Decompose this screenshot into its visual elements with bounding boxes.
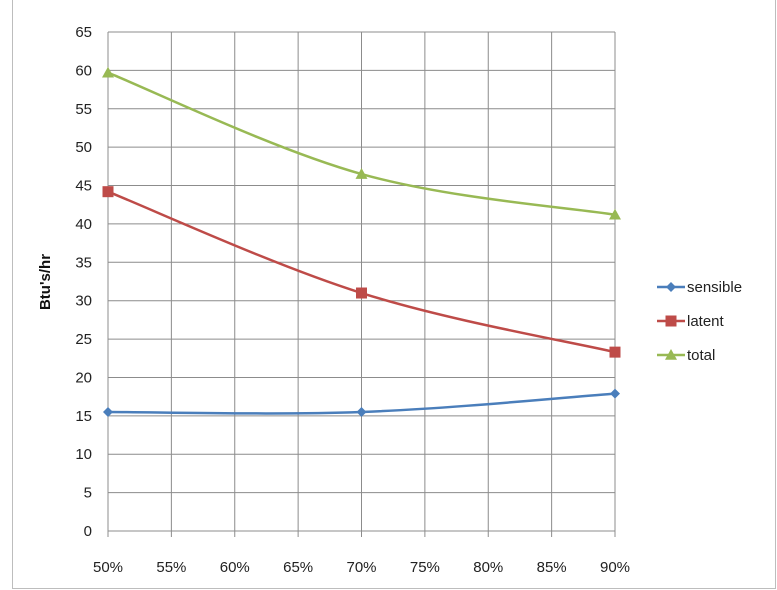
- data-point-diamond: [103, 407, 113, 418]
- y-tick-label: 65: [75, 24, 92, 41]
- y-tick-label: 15: [75, 408, 92, 425]
- x-tick-label: 50%: [93, 559, 123, 576]
- data-point-square: [665, 315, 677, 327]
- legend-item-latent: latent: [657, 313, 725, 330]
- x-tick-label: 70%: [346, 559, 376, 576]
- data-point-diamond: [610, 388, 620, 399]
- grid: [107, 31, 616, 537]
- data-point-square: [609, 346, 621, 358]
- x-tick-label: 90%: [600, 559, 630, 576]
- y-tick-label: 55: [75, 101, 92, 118]
- legend-item-sensible: sensible: [657, 279, 742, 296]
- y-tick-label: 50: [75, 139, 92, 156]
- legend-item-total: total: [657, 347, 715, 364]
- series-layer: [102, 66, 621, 418]
- series-total: [102, 66, 621, 220]
- chart-frame: [12, 0, 776, 589]
- y-tick-label: 60: [75, 62, 92, 79]
- data-point-triangle: [609, 208, 621, 220]
- y-axis-ticks: 0 5 10 15 20 25 30 35 40 45 50 55 60 65: [75, 24, 92, 540]
- x-tick-label: 55%: [156, 559, 186, 576]
- y-tick-label: 5: [84, 485, 92, 502]
- x-tick-label: 85%: [537, 559, 567, 576]
- data-point-triangle: [102, 66, 114, 78]
- data-point-triangle: [665, 349, 677, 360]
- x-tick-label: 65%: [283, 559, 313, 576]
- series-sensible: [103, 388, 620, 418]
- data-point-triangle: [355, 168, 368, 179]
- data-point-square: [356, 287, 367, 299]
- data-point-diamond: [356, 407, 367, 418]
- data-point-diamond: [666, 282, 676, 292]
- x-tick-label: 75%: [410, 559, 440, 576]
- series-latent: [102, 186, 621, 358]
- y-axis-label: Btu's/hr: [37, 254, 54, 310]
- x-tick-label: 80%: [473, 559, 503, 576]
- legend-label: total: [687, 347, 715, 364]
- y-tick-label: 10: [75, 446, 92, 463]
- y-tick-label: 0: [84, 523, 92, 540]
- data-point-square: [102, 186, 114, 198]
- legend-label: sensible: [687, 279, 742, 296]
- y-tick-label: 45: [75, 178, 92, 195]
- x-tick-label: 60%: [220, 559, 250, 576]
- legend: sensible latent total: [657, 279, 742, 364]
- legend-label: latent: [687, 313, 725, 330]
- y-tick-label: 25: [75, 331, 92, 348]
- y-tick-label: 30: [75, 293, 92, 310]
- y-tick-label: 40: [75, 216, 92, 233]
- y-tick-label: 20: [75, 369, 92, 386]
- y-tick-label: 35: [75, 254, 92, 271]
- x-axis-ticks: 50% 55% 60% 65% 70% 75% 80% 85% 90%: [93, 559, 630, 576]
